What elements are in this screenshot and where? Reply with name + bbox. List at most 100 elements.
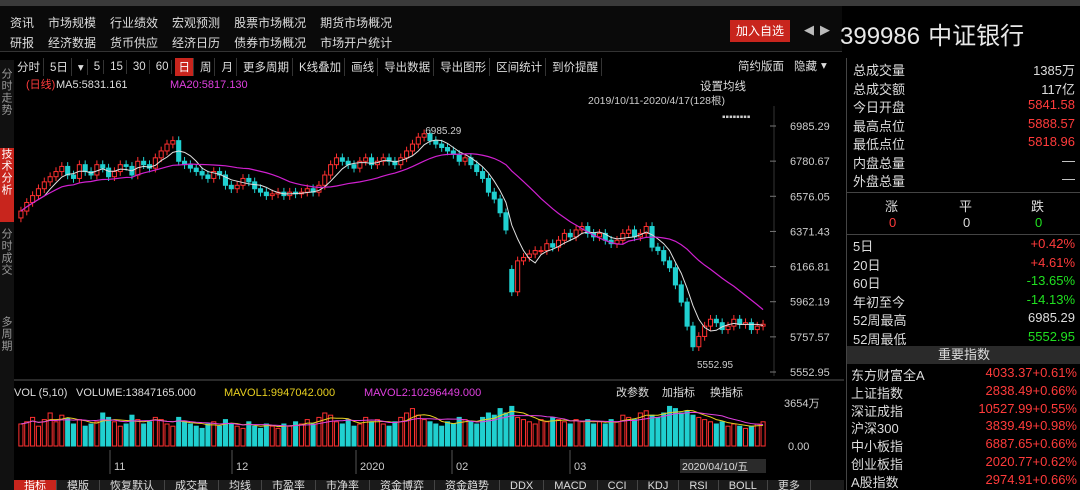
candle-body <box>702 325 708 337</box>
toolbar-item[interactable]: 30 <box>130 60 150 74</box>
bottom-tab[interactable]: 指标 <box>14 480 57 490</box>
menu-item[interactable]: 行业绩效 <box>110 16 159 30</box>
bottom-tab[interactable]: CCI <box>598 480 638 490</box>
bottom-tab[interactable]: KDJ <box>638 480 680 490</box>
toolbar-item[interactable]: K线叠加 <box>296 58 346 76</box>
volume-bar <box>456 416 462 447</box>
bottom-tab[interactable]: 模版 <box>57 480 100 490</box>
menu-item[interactable]: 研报 <box>10 36 35 50</box>
bottom-tab[interactable]: 市净率 <box>316 480 370 490</box>
toolbar-item[interactable]: 5日 <box>47 58 72 76</box>
toolbar-item[interactable]: 到价提醒 <box>549 58 603 76</box>
menu-item[interactable]: 债券市场概况 <box>234 36 307 50</box>
index-row[interactable]: 创业板指 2020.77+0.62% <box>851 454 1077 473</box>
index-row[interactable]: 东方财富全A 4033.37+0.61% <box>851 365 1077 384</box>
hide-button[interactable]: 隐藏 <box>794 61 817 73</box>
index-name: 创业板指 <box>851 457 904 472</box>
bottom-tab[interactable]: 恢复默认 <box>100 480 165 490</box>
candle-body <box>357 160 363 169</box>
perf-row: 年初至今 -14.13% <box>853 292 1075 311</box>
bottom-tab[interactable]: 均线 <box>219 480 262 490</box>
menu-item[interactable]: 经济日历 <box>172 36 221 50</box>
candle-body <box>684 301 690 327</box>
candle-body <box>82 164 88 173</box>
candle-body <box>158 150 164 159</box>
toolbar-item[interactable]: 分时 <box>14 58 44 76</box>
index-row[interactable]: 沪深300 3839.49+0.98% <box>851 418 1077 437</box>
menu-item[interactable]: 宏观预测 <box>172 16 221 30</box>
volume-bar <box>263 423 269 447</box>
index-name: 上证指数 <box>851 385 904 401</box>
volume-bar <box>596 421 602 447</box>
bottom-tab[interactable]: 资金博弈 <box>370 480 435 490</box>
toolbar-item[interactable]: 15 <box>107 60 127 74</box>
bottom-tab[interactable]: 更多 <box>768 480 811 490</box>
bottom-tab[interactable]: DDX <box>500 480 545 490</box>
candle-body <box>515 260 521 293</box>
bottom-tab[interactable]: 成交量 <box>165 480 219 490</box>
period-label: (日线) <box>26 77 55 91</box>
volume-bar <box>655 416 661 447</box>
toolbar-item[interactable]: 周 <box>197 58 216 76</box>
bottom-tab[interactable]: BOLL <box>719 480 768 490</box>
rail-tab[interactable]: 分时成交 <box>0 228 12 276</box>
index-row[interactable]: 中小板指 6887.65+0.66% <box>851 436 1077 455</box>
add-favorite-button[interactable]: 加入自选 <box>730 20 790 42</box>
chart-area[interactable]: (日线) MA5:5831.161 MA20:5817.130 设置均线 201… <box>14 76 844 490</box>
volume-bar <box>228 423 234 447</box>
bottom-tab[interactable]: 资金趋势 <box>435 480 500 490</box>
volume-bar <box>339 423 345 447</box>
stat-label: 内盘总量 <box>853 155 906 171</box>
index-value: 2838.49+0.66% <box>985 382 1077 398</box>
menu-item[interactable]: 市场规模 <box>48 16 97 30</box>
index-row[interactable]: 上证指数 2838.49+0.66% <box>851 383 1077 402</box>
toolbar-item[interactable]: 60 <box>153 60 173 74</box>
simple-layout-button[interactable]: 简约版面 <box>738 61 784 73</box>
volume-bar <box>170 425 176 447</box>
menu-item[interactable]: 市场开户统计 <box>320 36 393 50</box>
bottom-tab[interactable]: RSI <box>679 480 719 490</box>
rail-tab[interactable]: 多周期 <box>0 316 12 352</box>
volume-bar <box>561 421 567 447</box>
menu-item[interactable]: 期货市场概况 <box>320 16 393 30</box>
more-dots-icon[interactable]: ▪▪▪▪▪▪▪▪ <box>722 112 751 123</box>
toolbar-item[interactable]: 月 <box>218 58 237 76</box>
toolbar-item[interactable]: 导出数据 <box>381 58 435 76</box>
toolbar-item[interactable]: ▾ <box>75 59 88 75</box>
prev-stock-icon[interactable]: ◀ <box>804 22 814 37</box>
candle-body <box>111 171 117 178</box>
perf-row: 20日 +4.61% <box>853 255 1075 274</box>
toolbar-item[interactable]: 画线 <box>348 58 379 76</box>
rail-tab[interactable]: 分时走势 <box>0 68 12 116</box>
ma-setting-button[interactable]: 设置均线 <box>700 79 746 93</box>
candle-body <box>643 226 649 234</box>
candle-body <box>567 232 573 238</box>
change-param-button[interactable]: 改参数 <box>616 385 649 399</box>
bottom-tab[interactable]: MACD <box>544 480 598 490</box>
add-indicator-button[interactable]: 加指标 <box>662 385 695 399</box>
perf-value: -13.65% <box>1026 273 1075 288</box>
volume-bar <box>526 421 532 447</box>
perf-value: +4.61% <box>1030 254 1075 270</box>
menu-item[interactable]: 资讯 <box>10 16 35 30</box>
candle-body <box>41 181 47 190</box>
toolbar-item[interactable]: 区间统计 <box>493 58 547 76</box>
toolbar-item[interactable]: 导出图形 <box>437 58 491 76</box>
next-stock-icon[interactable]: ▶ <box>820 22 830 37</box>
toolbar-item[interactable]: 日 <box>175 58 194 76</box>
candle-body <box>404 150 410 159</box>
bottom-tab[interactable]: 市盈率 <box>262 480 316 490</box>
toolbar-item[interactable]: 5 <box>91 60 105 74</box>
kline-chart[interactable]: (日线) MA5:5831.161 MA20:5817.130 设置均线 201… <box>14 76 844 480</box>
index-row[interactable]: A股指数 2974.91+0.66% <box>851 472 1077 490</box>
toolbar-item[interactable]: 更多周期 <box>240 58 293 76</box>
switch-indicator-button[interactable]: 换指标 <box>710 385 743 399</box>
dropdown-icon[interactable]: ▾ <box>821 60 827 72</box>
menu-item[interactable]: 股票市场概况 <box>234 16 307 30</box>
rail-tab[interactable]: 技术分析 <box>0 148 14 222</box>
index-row[interactable]: 深证成指 10527.99+0.55% <box>851 401 1077 420</box>
menu-item[interactable]: 经济数据 <box>48 36 97 50</box>
menu-item[interactable]: 货币供应 <box>110 36 159 50</box>
menu-row-1: 资讯 市场规模 行业绩效 宏观预测 股票市场概况 期货市场概况 <box>10 14 406 31</box>
index-value: 4033.37+0.61% <box>985 365 1077 380</box>
